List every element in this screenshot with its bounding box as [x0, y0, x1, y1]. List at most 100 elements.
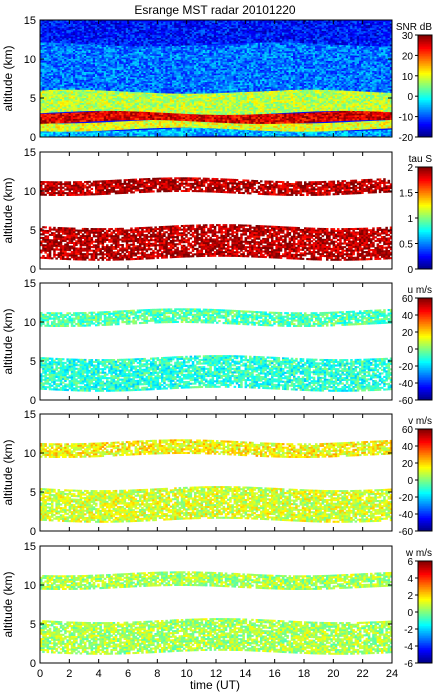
colorbar-tick-label: -10: [399, 113, 414, 124]
y-tick-label: 15: [24, 15, 36, 27]
y-axis-label: altitude (km): [1, 45, 15, 111]
x-tick-label: 2: [66, 668, 72, 680]
colorbar-tick-label: -60: [399, 527, 414, 538]
layer-tau-0: [40, 224, 392, 261]
x-tick-label: 22: [357, 668, 369, 680]
colorbar-tick-label: 40: [402, 442, 414, 453]
colorbar-label: tau S: [409, 154, 433, 165]
x-tick-label: 14: [239, 668, 251, 680]
layer-snr-4: [40, 41, 392, 94]
y-axis-label: altitude (km): [1, 571, 15, 637]
y-tick-label: 15: [24, 147, 36, 159]
y-tick-label: 5: [30, 619, 36, 631]
x-tick-label: 18: [298, 668, 310, 680]
x-tick-label: 4: [96, 668, 102, 680]
colorbar-label: w m/s: [405, 548, 432, 559]
colorbar-v: -60 -40 -20 0 20 40 60v m/s: [399, 416, 433, 538]
layer-u-1: [40, 308, 392, 327]
panel-v: 0 5 10 15 altitude (km) -60 -40 -20 0 20 40 60v m/s: [1, 409, 433, 538]
y-tick-label: 0: [30, 264, 36, 276]
colorbar-label: u m/s: [408, 285, 432, 296]
colorbar-tick-label: 0: [407, 265, 413, 276]
x-tick-label: 6: [125, 668, 131, 680]
colorbar-tick-label: 40: [402, 311, 414, 322]
x-tick-label: 16: [269, 668, 281, 680]
layer-snr-2: [40, 110, 392, 124]
colorbar-tick-label: -40: [399, 379, 414, 390]
layer-tau-1: [40, 177, 392, 196]
colorbar-tick-label: 0: [407, 476, 413, 487]
x-tick-label: 10: [181, 668, 193, 680]
layer-u-0: [40, 355, 392, 392]
colorbar-tick-label: 6: [407, 557, 413, 568]
layer-v-1: [40, 439, 392, 458]
colorbar-tick-label: 0: [407, 92, 413, 103]
panel-u: 0 5 10 15 altitude (km) -60 -40 -20 0 20 40 60u m/s: [1, 278, 433, 407]
y-tick-label: 15: [24, 278, 36, 290]
colorbar-tick-label: 20: [402, 328, 414, 339]
colorbar-tick-label: -20: [399, 133, 414, 144]
y-tick-label: 10: [24, 317, 36, 329]
y-tick-label: 15: [24, 541, 36, 553]
x-tick-label: 0: [37, 668, 43, 680]
y-tick-label: 0: [30, 132, 36, 144]
x-tick-label: 12: [210, 668, 222, 680]
colorbar-label: SNR dB: [396, 22, 432, 33]
y-tick-label: 10: [24, 448, 36, 460]
y-tick-label: 5: [30, 93, 36, 105]
heatmap-cells-v: [40, 439, 392, 523]
colorbar-tick-label: -2: [404, 625, 413, 636]
x-tick-label: 24: [386, 668, 398, 680]
y-axis-label: altitude (km): [1, 177, 15, 243]
colorbar-tick-label: 1.5: [399, 189, 413, 200]
colorbar-w: -6 -4 -2 0 2 4 6w m/s: [404, 548, 433, 670]
x-tick-label: 8: [154, 668, 160, 680]
colorbar-u: -60 -40 -20 0 20 40 60u m/s: [399, 285, 433, 407]
y-tick-label: 15: [24, 409, 36, 421]
y-tick-label: 5: [30, 225, 36, 237]
colorbar-tick-label: 30: [402, 31, 414, 42]
y-tick-label: 5: [30, 356, 36, 368]
colorbar-tick-label: 0.5: [399, 240, 413, 251]
colorbar-tick-label: 20: [402, 459, 414, 470]
y-tick-label: 10: [24, 580, 36, 592]
y-tick-label: 10: [24, 54, 36, 66]
y-tick-label: 0: [30, 658, 36, 670]
colorbar-tick-label: -60: [399, 396, 414, 407]
colorbar-tick-label: -40: [399, 510, 414, 521]
colorbar-tick-label: 2: [407, 163, 413, 174]
colorbar-tick-label: 60: [402, 294, 414, 305]
colorbar-tick-label: 1: [407, 214, 413, 225]
y-tick-label: 0: [30, 395, 36, 407]
y-tick-label: 0: [30, 526, 36, 538]
layer-snr-1: [40, 119, 392, 132]
colorbar-tick-label: -4: [404, 642, 413, 653]
colorbar-tick-label: -6: [404, 659, 413, 670]
colorbar-tick-label: 20: [402, 51, 414, 62]
y-tick-label: 5: [30, 487, 36, 499]
layer-w-1: [40, 571, 392, 590]
colorbar-tick-label: 10: [402, 72, 414, 83]
heatmap-cells-tau: [40, 177, 392, 261]
colorbar-tick-label: 4: [407, 574, 413, 585]
y-tick-label: 10: [24, 186, 36, 198]
layer-v-0: [40, 486, 392, 523]
heatmap-cells-snr: [40, 20, 392, 137]
colorbar-tick-label: -20: [399, 362, 414, 373]
colorbar-tick-label: 0: [407, 608, 413, 619]
colorbar-tick-label: 60: [402, 425, 414, 436]
heatmap-cells-u: [40, 308, 392, 392]
x-tick-label: 20: [327, 668, 339, 680]
y-axis-label: altitude (km): [1, 439, 15, 505]
x-axis-label: time (UT): [190, 678, 240, 692]
layer-w-0: [40, 618, 392, 655]
colorbar-tick-label: 2: [407, 591, 413, 602]
colorbar-tick-label: 0: [407, 345, 413, 356]
colorbar-label: v m/s: [408, 416, 432, 427]
colorbar-tick-label: -20: [399, 493, 414, 504]
